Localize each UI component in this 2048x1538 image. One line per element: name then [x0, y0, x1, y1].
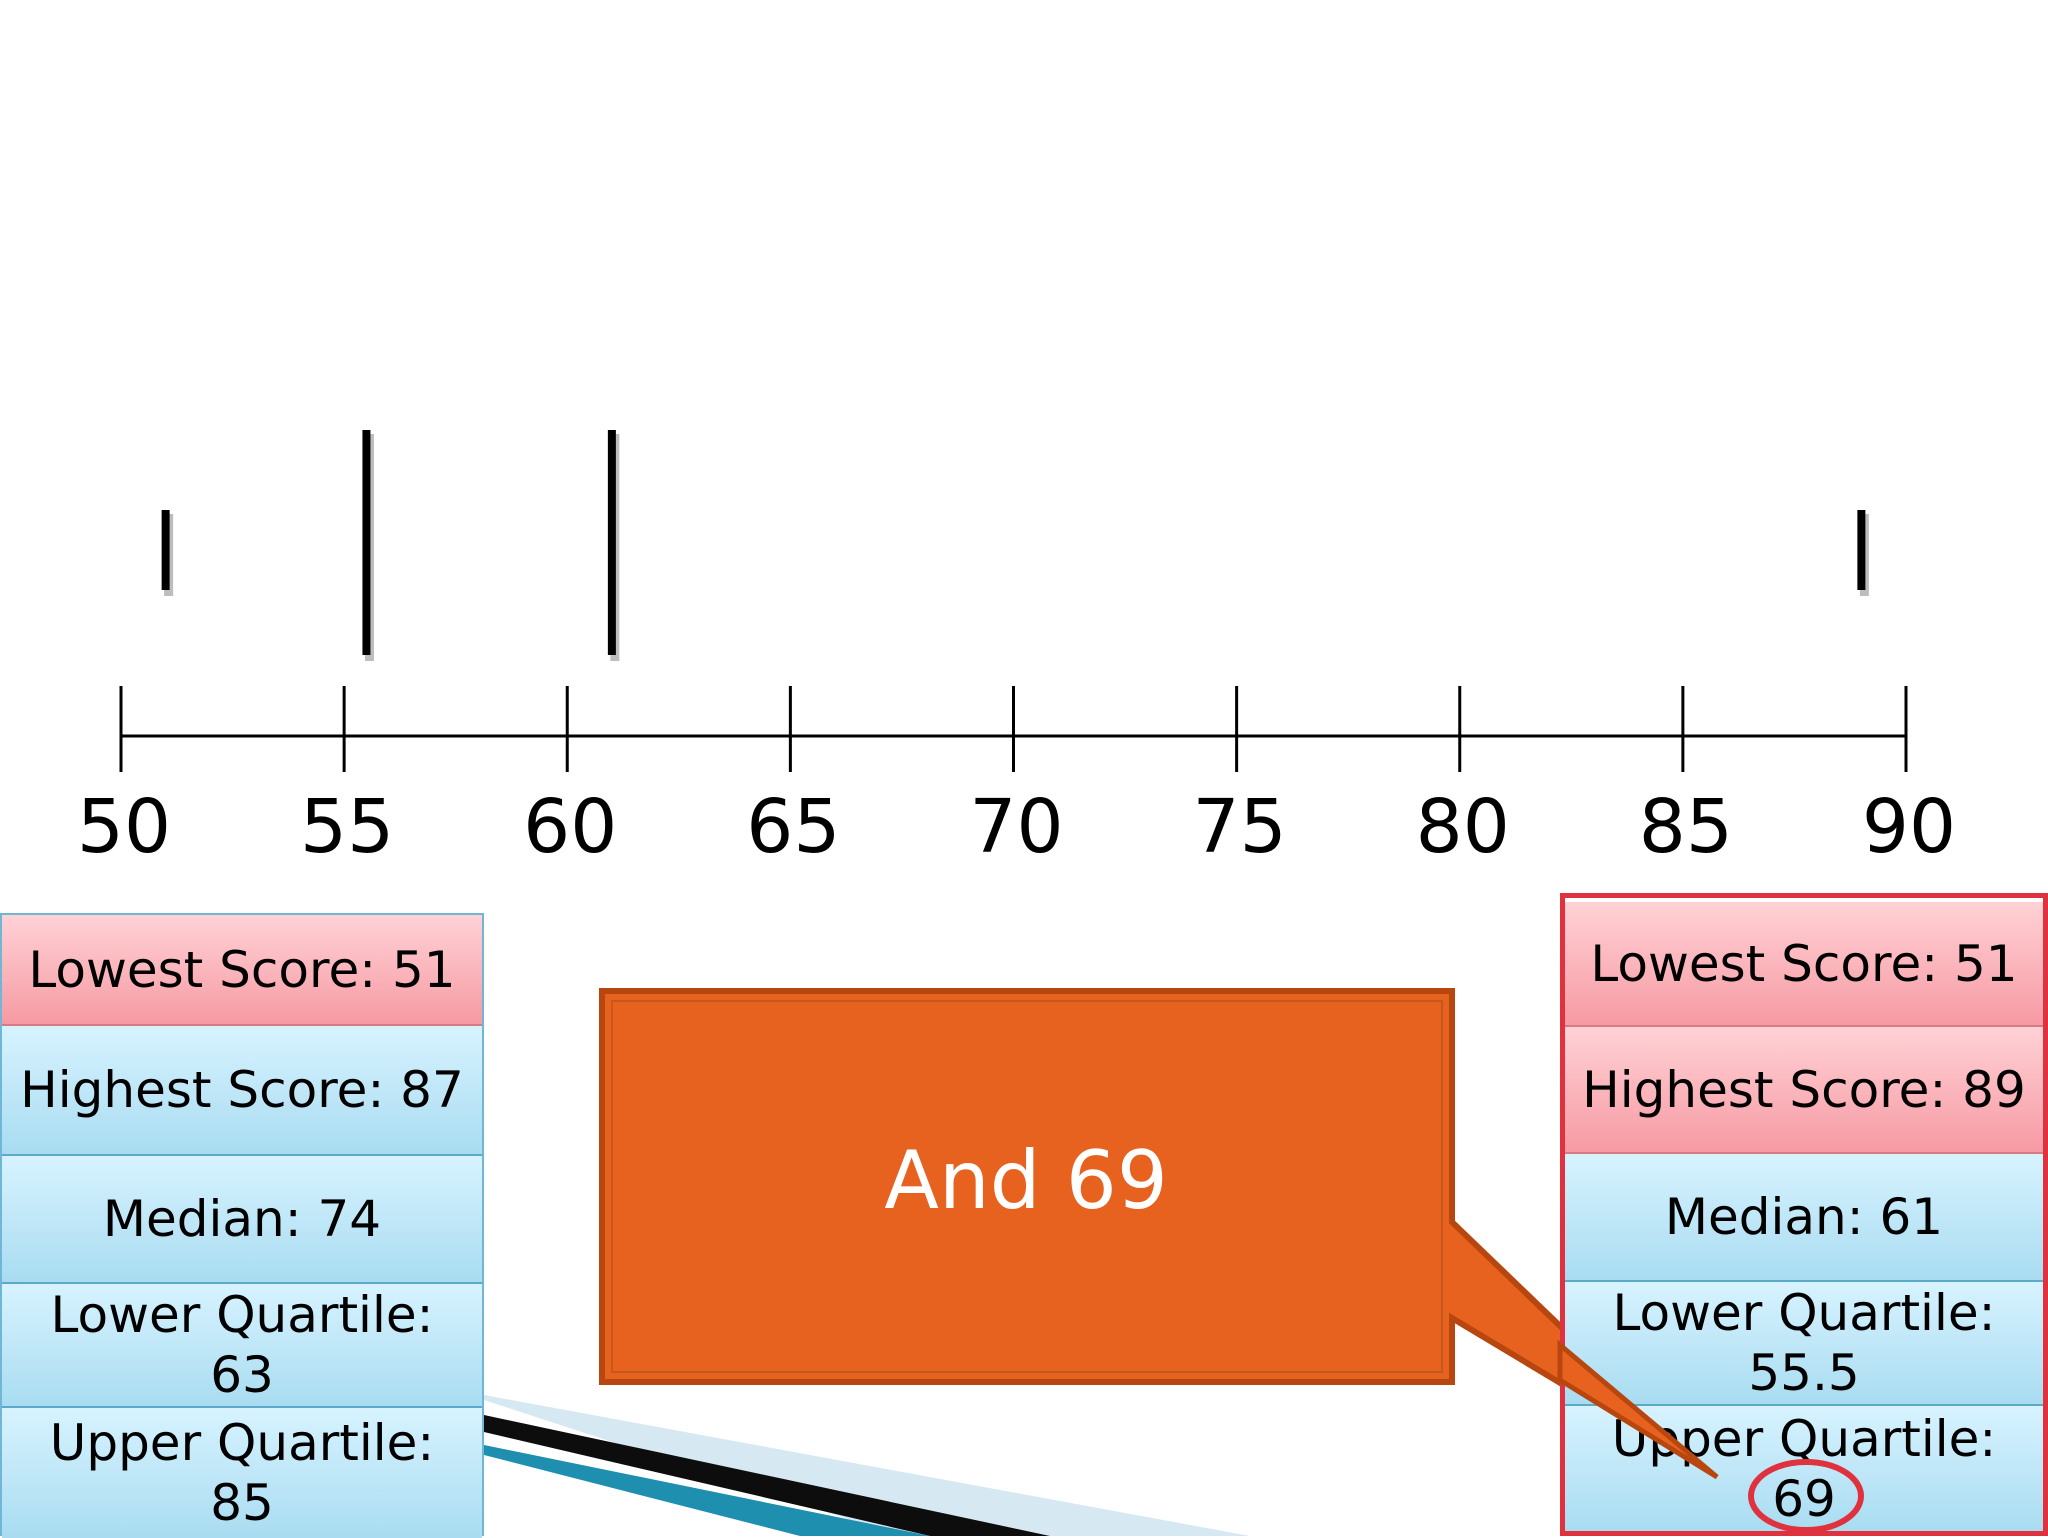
- callout-label: And 69: [884, 1133, 1168, 1227]
- axis-tick-label: 50: [77, 784, 171, 870]
- left-lower-quartile-label: Lower Quartile:: [50, 1286, 434, 1344]
- right-lowest-score-text: Lowest Score: 51: [1590, 934, 2018, 993]
- left-lower-quartile: Lower Quartile: 63: [2, 1284, 482, 1408]
- axis-tick-label: 70: [969, 784, 1063, 870]
- axis-tick-label: 85: [1639, 784, 1733, 870]
- axis-tick-label: 80: [1416, 784, 1510, 870]
- left-upper-quartile-value: 85: [210, 1474, 274, 1532]
- right-highest-score: Highest Score: 89: [1565, 1027, 2043, 1154]
- left-highest-score: Highest Score: 87: [2, 1026, 482, 1156]
- left-lowest-score-text: Lowest Score: 51: [28, 940, 456, 999]
- left-lower-quartile-value: 63: [210, 1346, 274, 1404]
- right-lower-quartile: Lower Quartile: 55.5: [1565, 1282, 2043, 1406]
- right-median-text: Median: 61: [1664, 1188, 1944, 1246]
- axis-tick-label: 90: [1862, 784, 1956, 870]
- left-upper-quartile: Upper Quartile: 85: [2, 1408, 482, 1538]
- right-upper-quartile: Upper Quartile: 69: [1565, 1406, 2043, 1531]
- left-upper-quartile-label: Upper Quartile:: [49, 1414, 435, 1472]
- slide-decoration: [484, 1395, 1250, 1536]
- left-highest-score-text: Highest Score: 87: [20, 1061, 464, 1119]
- axis-tick-label: 60: [523, 784, 617, 870]
- axis-tick-label: 75: [1193, 784, 1287, 870]
- right-lowest-score: Lowest Score: 51: [1565, 902, 2043, 1027]
- right-median: Median: 61: [1565, 1154, 2043, 1282]
- left-median: Median: 74: [2, 1156, 482, 1284]
- right-highest-score-text: Highest Score: 89: [1582, 1060, 2026, 1119]
- right-lower-quartile-label: Lower Quartile:: [1612, 1284, 1996, 1342]
- right-stats-panel: Lowest Score: 51 Highest Score: 89 Media…: [1560, 893, 2048, 1536]
- right-lower-quartile-value: 55.5: [1748, 1344, 1860, 1402]
- right-upper-quartile-label: Upper Quartile:: [1611, 1409, 1997, 1468]
- box-plot-markers: [161, 430, 1869, 661]
- axis-tick-label: 65: [746, 784, 840, 870]
- left-lowest-score: Lowest Score: 51: [2, 915, 482, 1026]
- number-line-axis: 50 55 60 65 70 75 80 85 90: [77, 686, 1956, 870]
- left-median-text: Median: 74: [102, 1190, 382, 1248]
- left-stats-panel: Lowest Score: 51 Highest Score: 87 Media…: [0, 913, 484, 1538]
- axis-tick-label: 55: [300, 784, 394, 870]
- right-upper-quartile-value: 69: [1772, 1469, 1836, 1528]
